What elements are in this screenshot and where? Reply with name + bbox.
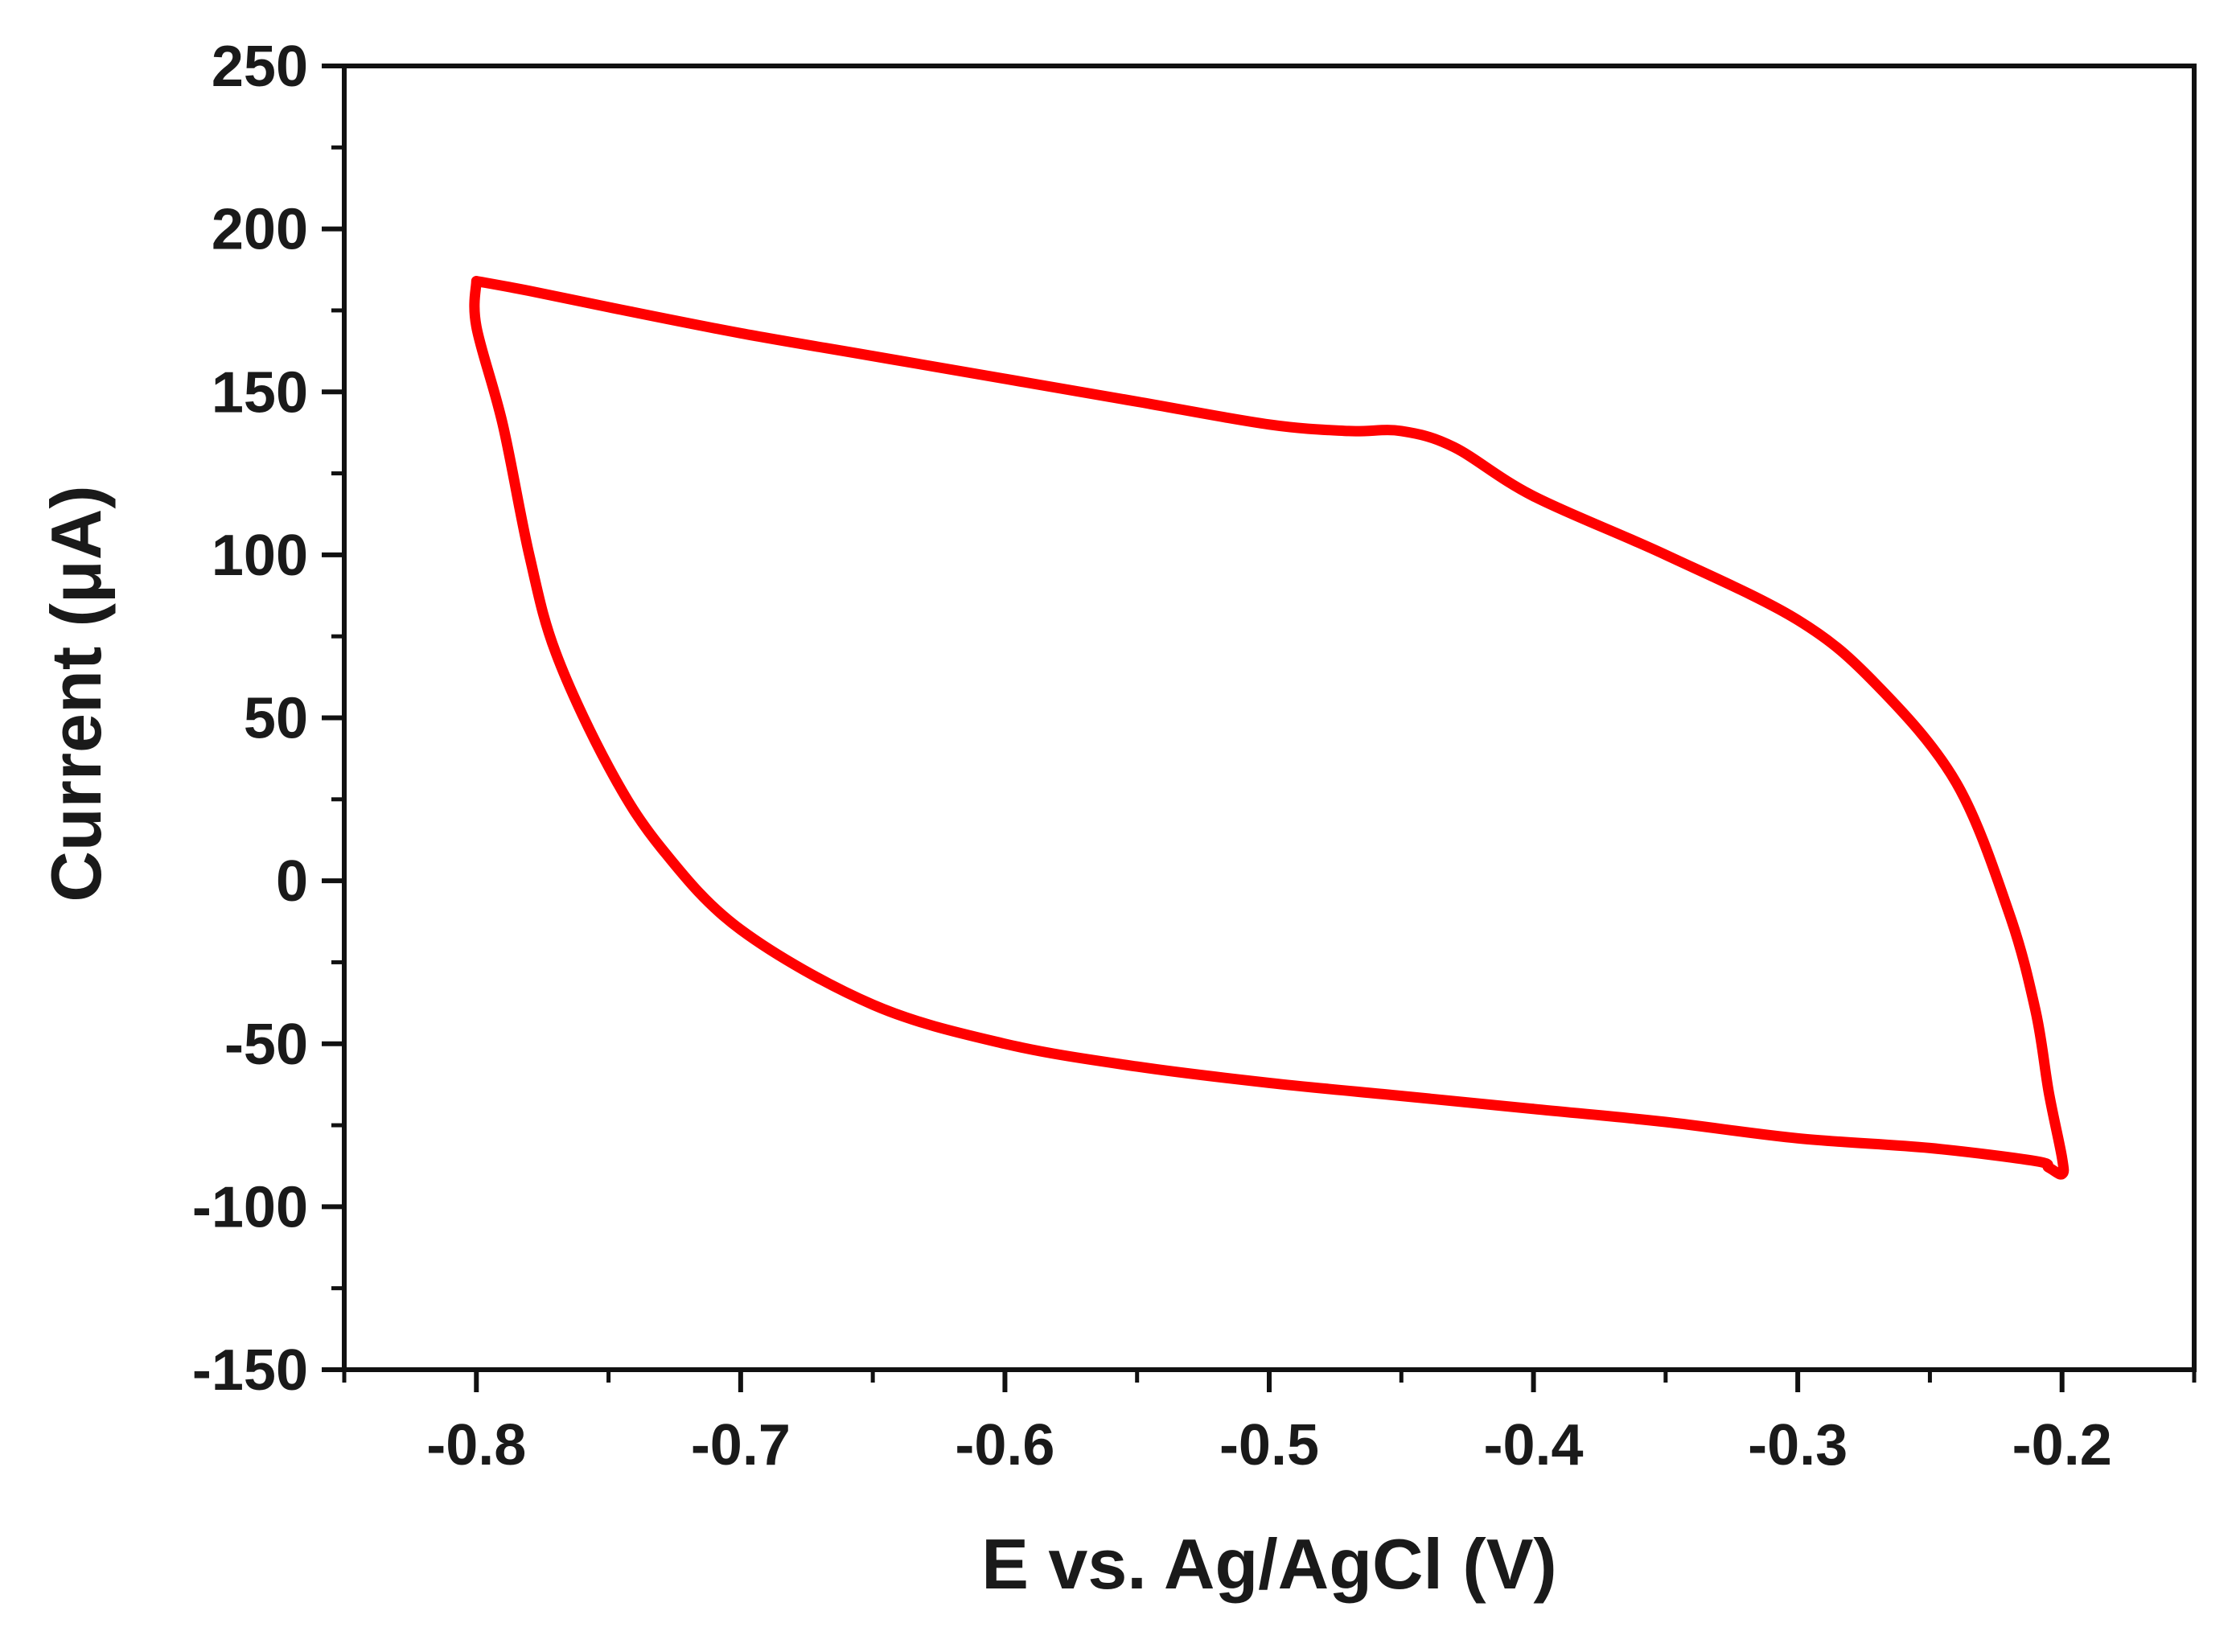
y-tick-label: -50 [224,1013,308,1077]
plot-frame [342,64,2197,1372]
y-tick-label: 150 [212,360,308,425]
x-tick-label: -0.6 [955,1413,1054,1477]
cv-curve [469,276,2070,1180]
y-tick-label: -100 [192,1175,308,1239]
y-tick-label: 50 [244,687,308,751]
x-axis-title: E vs. Ag/AgCl (V) [981,1524,1556,1604]
y-tick-label: 250 [212,35,308,99]
x-tick-label: -0.4 [1484,1413,1584,1477]
y-tick-label: 200 [212,198,308,262]
curve-layer [469,276,2070,1180]
y-tick-label: -150 [192,1338,308,1403]
y-tick-label: 0 [276,849,308,914]
x-tick-label: -0.8 [426,1413,526,1477]
y-tick-label: 100 [212,524,308,588]
x-tick-label: -0.7 [691,1413,791,1477]
axes: -0.8 -0.7 -0.6 -0.5 -0.4 -0.3 -0.2 -150 -100 -50 0… [192,35,2197,1477]
x-tick-label: -0.2 [2012,1413,2112,1477]
y-axis-title: Current (μA) [36,485,116,902]
x-tick-label: -0.3 [1748,1413,1848,1477]
x-tick-label: -0.5 [1219,1413,1319,1477]
